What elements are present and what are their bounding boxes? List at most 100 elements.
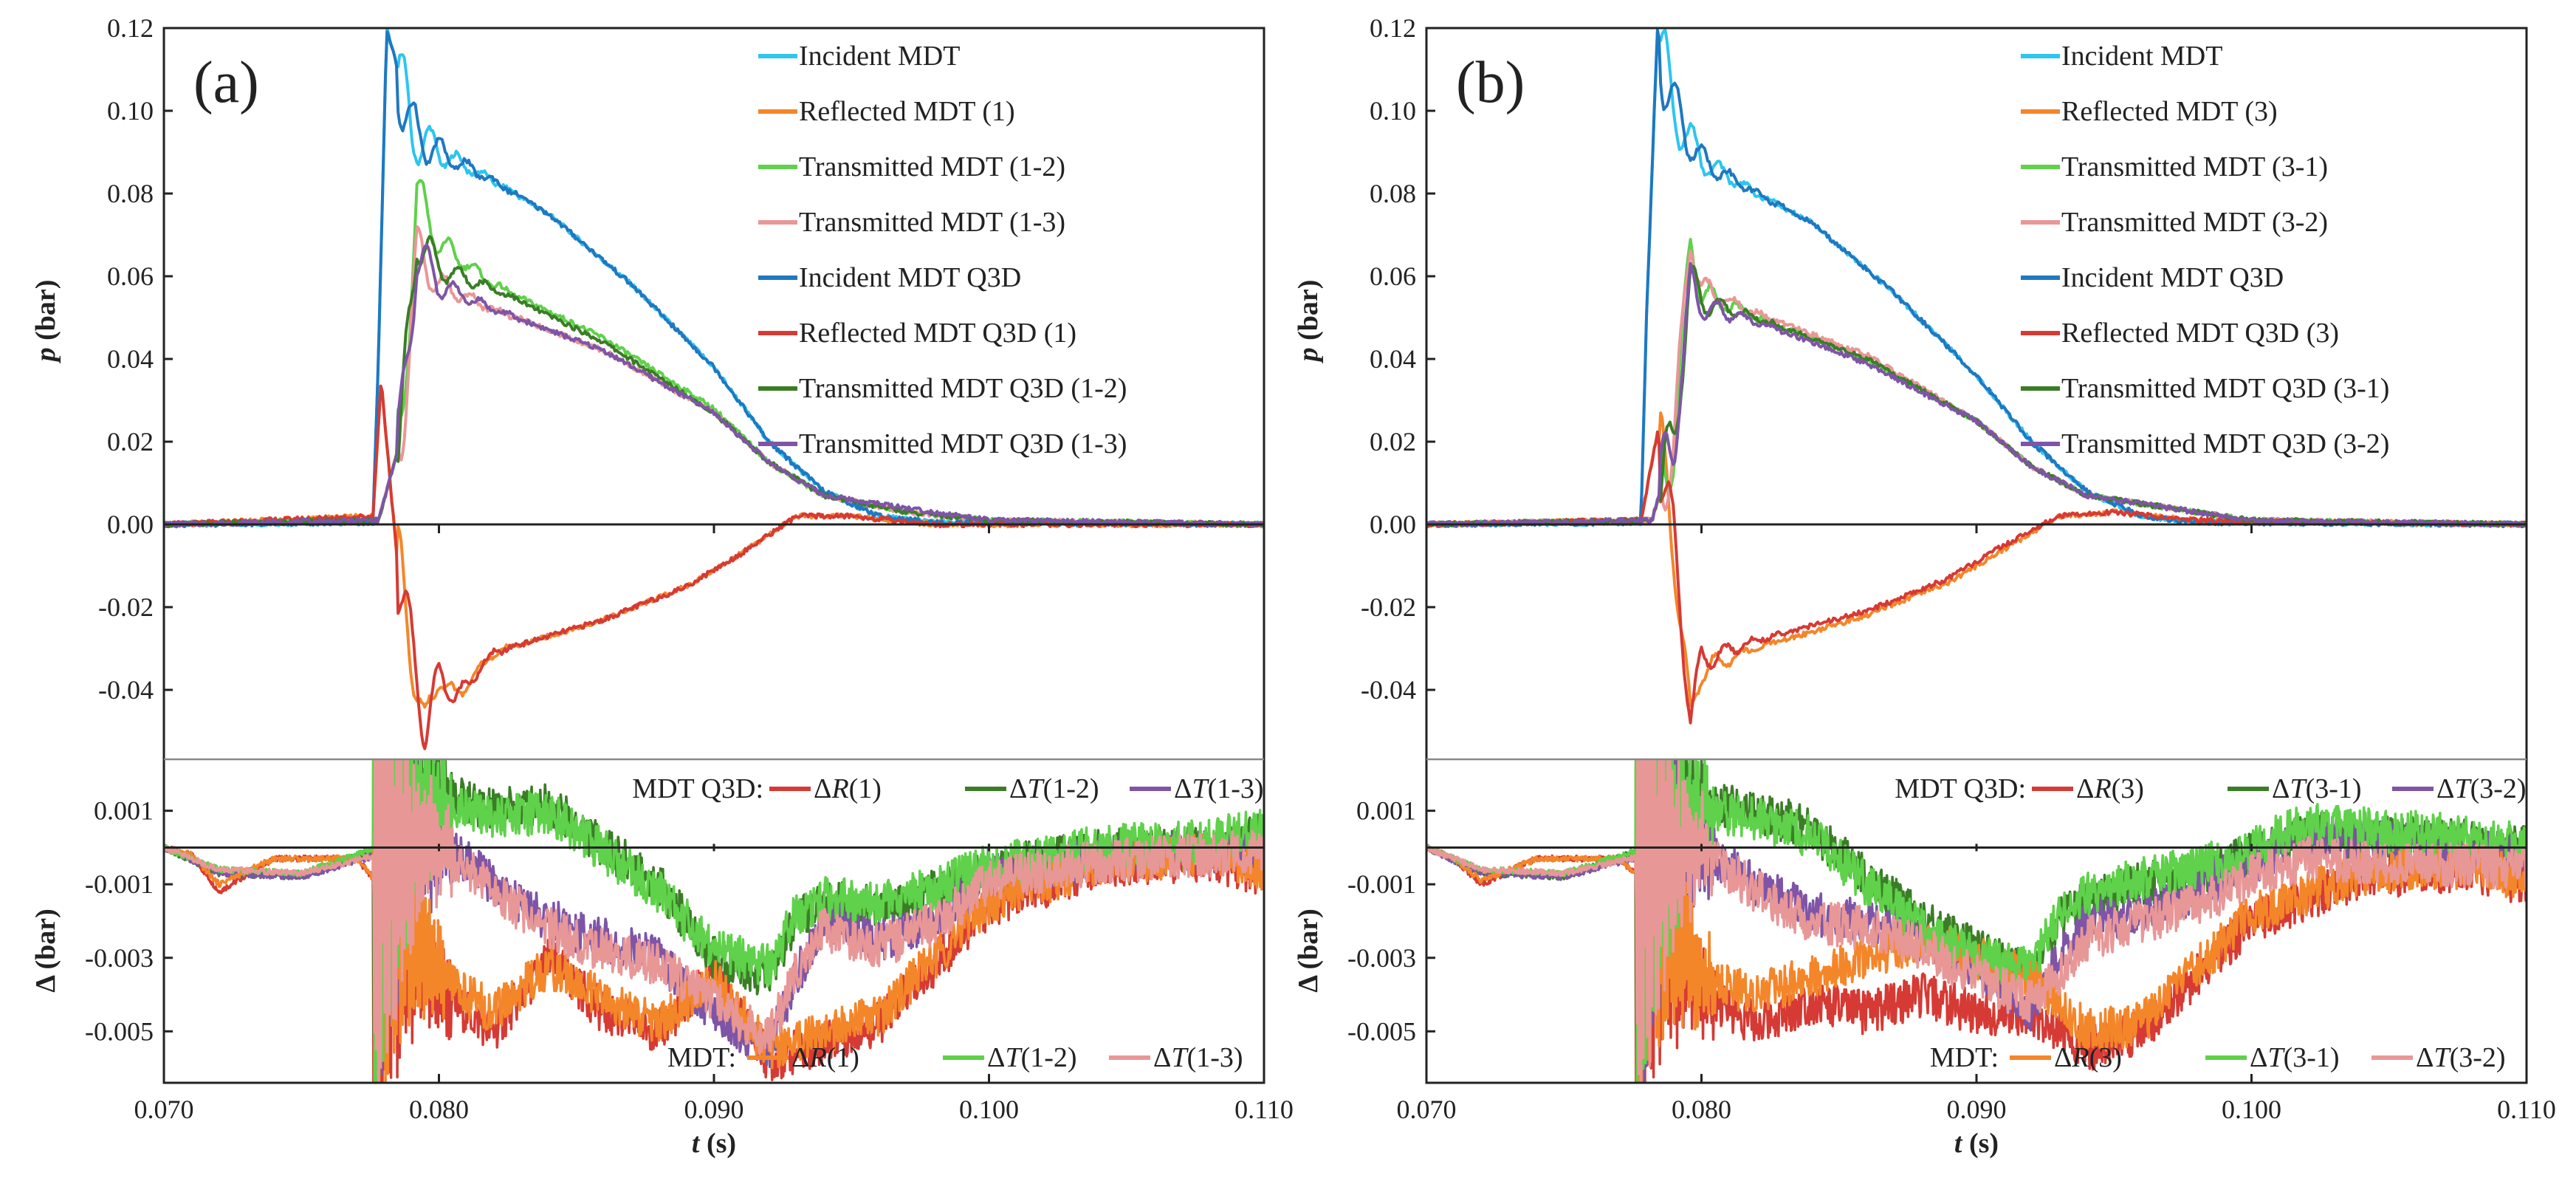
x-axis-label-unit: (s)	[1969, 1128, 1999, 1159]
delta-legend-top-prefix: MDT Q3D:	[632, 773, 763, 804]
x-tick-label: 0.080	[1672, 1095, 1731, 1124]
legend-label-6: Transmitted MDT Q3D (1-2)	[799, 373, 1127, 404]
delta-legend-bottom-prefix: MDT:	[667, 1042, 736, 1073]
delta-legend-top-label-1: ΔT(1-2)	[1009, 773, 1099, 804]
y-tick-label-top: 0.08	[1370, 179, 1416, 208]
y-tick-label-top: -0.02	[98, 592, 154, 622]
x-tick-label: 0.090	[684, 1095, 744, 1124]
pressure-series-group	[164, 28, 1264, 750]
delta-legend-top-label-idx: (3-2)	[2470, 773, 2527, 804]
legend-label-1: Reflected MDT (1)	[799, 96, 1015, 127]
y-tick-label-top: 0.02	[107, 427, 154, 456]
delta-series-group	[164, 759, 1264, 1083]
delta-legend-top-label-2: ΔT(3-2)	[2436, 773, 2527, 804]
y-tick-label-bottom: 0.001	[94, 796, 154, 826]
delta-line-4	[164, 759, 1264, 1083]
delta-legend-bottom-label-0: ΔR(3)	[2054, 1042, 2122, 1073]
delta-line-5	[1426, 759, 2527, 1083]
legend-label-1: Reflected MDT (3)	[2061, 96, 2278, 127]
y-tick-label-bottom: 0.001	[1356, 796, 1416, 826]
y-tick-label-top: 0.00	[1370, 510, 1416, 539]
legend-label-3: Transmitted MDT (3-2)	[2061, 207, 2328, 238]
delta-legend-top-label-var: R	[831, 773, 848, 804]
legend-label-0: Incident MDT	[799, 41, 960, 72]
y-tick-label-top: -0.04	[98, 675, 154, 705]
y-tick-label-bottom: -0.005	[1347, 1016, 1416, 1046]
delta-legend-bottom-label-var: R	[808, 1042, 826, 1073]
y-axis-label-top-unit: (bar)	[30, 280, 61, 341]
legend-label-6: Transmitted MDT Q3D (3-1)	[2061, 373, 2389, 404]
legend-label-5: Reflected MDT Q3D (1)	[799, 318, 1076, 349]
y-tick-label-bottom: -0.001	[85, 869, 154, 899]
legend-label-5: Reflected MDT Q3D (3)	[2061, 318, 2339, 349]
legend-label-2: Transmitted MDT (3-1)	[2061, 151, 2328, 182]
y-tick-label-top: 0.08	[107, 179, 154, 208]
delta-legend-bottom-label-var: T	[2434, 1042, 2451, 1073]
panel-a: 0.070 0.080 0.090 0.100 0.110 0.12 0.10 0.08 0.0…	[30, 13, 1294, 1159]
legend-label-2: Transmitted MDT (1-2)	[799, 151, 1065, 182]
x-tick-label: 0.100	[959, 1095, 1019, 1124]
delta-legend-top-label-1: ΔT(3-1)	[2272, 773, 2362, 804]
y-tick-label-top: 0.06	[107, 261, 154, 291]
delta-legend-bottom-label-idx: (3-1)	[2284, 1042, 2340, 1073]
x-tick-label: 0.070	[1397, 1095, 1457, 1124]
x-tick-label: 0.100	[2222, 1095, 2281, 1124]
y-tick-label-top: 0.00	[107, 510, 154, 539]
delta-legend-bottom-label-idx: (1)	[827, 1042, 859, 1073]
delta-legend-bottom-label-delta: Δ	[791, 1042, 809, 1073]
delta-legend-top-label-idx: (1)	[849, 773, 882, 804]
x-tick-label: 0.070	[134, 1095, 194, 1124]
delta-legend-top-label-idx: (1-3)	[1208, 773, 1264, 804]
y-axis-label-bottom: Δ (bar)	[30, 908, 61, 993]
delta-legend-top-label-delta: Δ	[1009, 773, 1027, 804]
delta-legend-bottom-label-delta: Δ	[2250, 1042, 2267, 1073]
x-tick-label: 0.080	[409, 1095, 469, 1124]
delta-legend-top-label-var: R	[2093, 773, 2111, 804]
y-tick-label-top: 0.04	[1370, 344, 1416, 374]
delta-legend-top-label-idx: (1-2)	[1043, 773, 1099, 804]
delta-legend-bottom-label-var: R	[2071, 1042, 2089, 1073]
delta-series-group	[1426, 759, 2527, 1083]
y-tick-label-bottom: -0.003	[85, 943, 154, 973]
delta-legend-bottom-label-delta: Δ	[2416, 1042, 2434, 1073]
series-line-5	[164, 384, 1264, 750]
y-tick-label-top: -0.02	[1361, 592, 1416, 622]
legend-label-0: Incident MDT	[2061, 41, 2222, 72]
legend-label-3: Transmitted MDT (1-3)	[799, 207, 1065, 238]
delta-legend-bottom-label-var: T	[1005, 1042, 1023, 1073]
y-tick-label-top: 0.10	[107, 96, 154, 126]
delta-legend-bottom-label-1: ΔT(1-2)	[987, 1042, 1077, 1073]
x-tick-label: 0.090	[1947, 1095, 2007, 1124]
delta-legend-bottom-label-idx: (1-3)	[1187, 1042, 1243, 1073]
y-tick-label-top: 0.10	[1370, 96, 1416, 126]
y-axis-label-top: p (bar)	[1293, 280, 1324, 364]
delta-legend-top-label-delta: Δ	[2272, 773, 2290, 804]
y-tick-label-top: -0.04	[1361, 675, 1416, 705]
delta-legend-top-label-var: T	[1192, 773, 1209, 804]
y-tick-label-top: 0.06	[1370, 261, 1416, 291]
x-axis-label: t (s)	[692, 1128, 736, 1159]
y-axis-label-top-var: p	[30, 341, 61, 364]
delta-legend-top-label-idx: (3)	[2112, 773, 2144, 804]
y-axis-label-top-var: p	[1293, 341, 1324, 364]
delta-legend-bottom-label-idx: (3)	[2089, 1042, 2122, 1073]
x-axis-label-var: t	[1954, 1128, 1969, 1159]
panel-label: (a)	[193, 50, 259, 115]
delta-legend-top-label-var: T	[1027, 773, 1045, 804]
delta-legend-bottom-label-0: ΔR(1)	[791, 1042, 859, 1073]
delta-legend-top-label-var: T	[2290, 773, 2307, 804]
legend-label-7: Transmitted MDT Q3D (3-2)	[2061, 428, 2389, 459]
delta-legend-bottom-label-delta: Δ	[987, 1042, 1005, 1073]
delta-legend-top-label-delta: Δ	[814, 773, 831, 804]
x-axis-label: t (s)	[1954, 1128, 1999, 1159]
delta-legend-bottom-prefix: MDT:	[1930, 1042, 1999, 1073]
delta-legend-top-label-0: ΔR(3)	[2076, 773, 2144, 804]
series-line-7	[164, 243, 1264, 528]
legend-label-7: Transmitted MDT Q3D (1-3)	[799, 428, 1127, 459]
delta-line-5	[164, 759, 1264, 1083]
y-axis-label-top-unit: (bar)	[1293, 280, 1324, 341]
y-tick-label-bottom: -0.001	[1347, 869, 1416, 899]
delta-legend-top-label-0: ΔR(1)	[814, 773, 882, 804]
delta-legend-top-prefix: MDT Q3D:	[1895, 773, 2026, 804]
delta-legend-top-label-idx: (3-1)	[2306, 773, 2362, 804]
